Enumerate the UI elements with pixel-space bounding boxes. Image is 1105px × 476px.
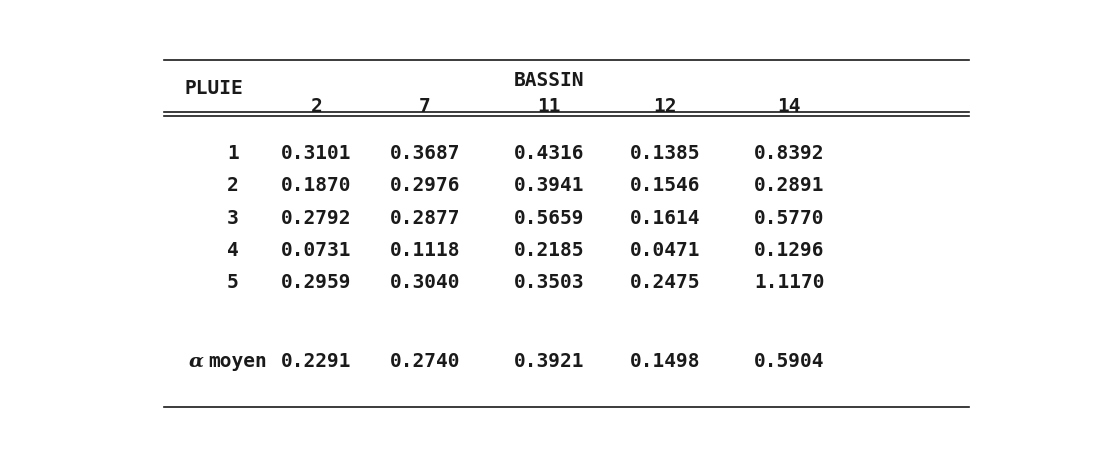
Text: 14: 14 [778,97,801,116]
Text: 0.1118: 0.1118 [390,240,460,259]
Text: 0.8392: 0.8392 [754,144,824,163]
Text: 0.1546: 0.1546 [630,176,701,195]
Text: 0.3687: 0.3687 [390,144,460,163]
Text: 12: 12 [653,97,677,116]
Text: 0.2877: 0.2877 [390,208,460,227]
Text: PLUIE: PLUIE [185,79,243,98]
Text: 0.2891: 0.2891 [754,176,824,195]
Text: 0.2959: 0.2959 [281,273,351,292]
Text: 0.0471: 0.0471 [630,240,701,259]
Text: 5: 5 [228,273,239,292]
Text: 0.1498: 0.1498 [630,351,701,370]
Text: 0.3040: 0.3040 [390,273,460,292]
Text: 2: 2 [311,97,323,116]
Text: 0.2792: 0.2792 [281,208,351,227]
Text: 1: 1 [228,144,239,163]
Text: 0.2185: 0.2185 [514,240,585,259]
Text: 0.3941: 0.3941 [514,176,585,195]
Text: 0.1614: 0.1614 [630,208,701,227]
Text: 0.1296: 0.1296 [754,240,824,259]
Text: 0.3503: 0.3503 [514,273,585,292]
Text: 0.3101: 0.3101 [281,144,351,163]
Text: 7: 7 [419,97,431,116]
Text: 11: 11 [537,97,560,116]
Text: 0.3921: 0.3921 [514,351,585,370]
Text: 4: 4 [228,240,239,259]
Text: BASSIN: BASSIN [514,71,585,90]
Text: 0.2740: 0.2740 [390,351,460,370]
Text: 0.2475: 0.2475 [630,273,701,292]
Text: 0.2976: 0.2976 [390,176,460,195]
Text: 1.1170: 1.1170 [754,273,824,292]
Text: 0.4316: 0.4316 [514,144,585,163]
Text: α: α [189,352,203,369]
Text: 0.0731: 0.0731 [281,240,351,259]
Text: 0.5659: 0.5659 [514,208,585,227]
Text: 0.2291: 0.2291 [281,351,351,370]
Text: 0.1870: 0.1870 [281,176,351,195]
Text: 2: 2 [228,176,239,195]
Text: moyen: moyen [208,351,266,370]
Text: 0.5904: 0.5904 [754,351,824,370]
Text: 3: 3 [228,208,239,227]
Text: 0.5770: 0.5770 [754,208,824,227]
Text: 0.1385: 0.1385 [630,144,701,163]
